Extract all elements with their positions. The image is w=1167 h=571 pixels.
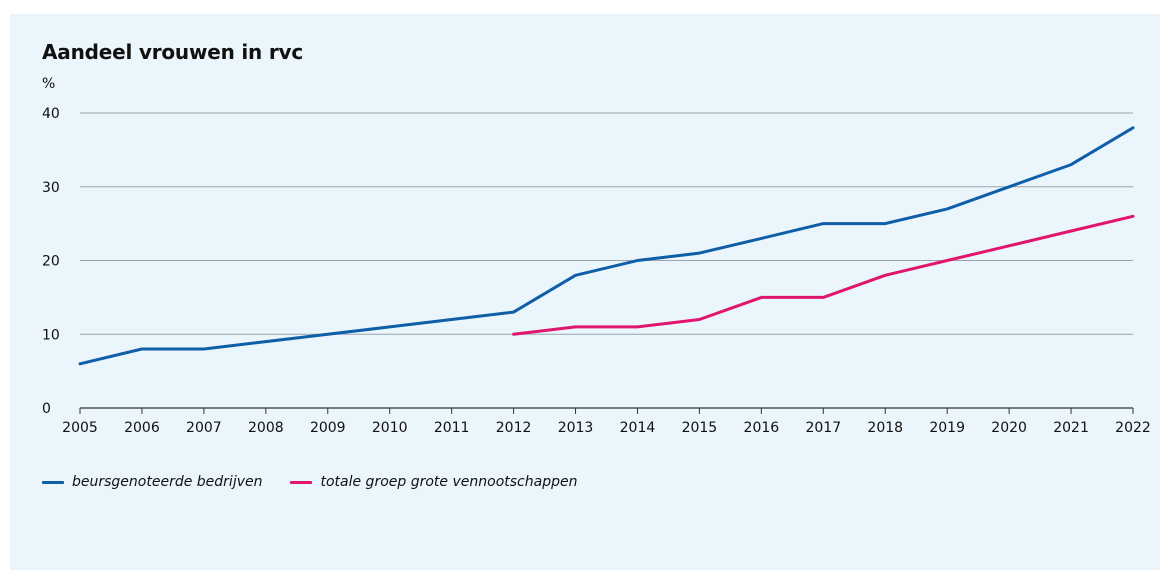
y-tick-label: 10: [42, 327, 60, 343]
x-tick-label: 2019: [929, 420, 965, 436]
x-tick-label: 2017: [805, 420, 841, 436]
legend-label: beursgenoteerde bedrijven: [72, 474, 263, 490]
y-tick-label: 30: [42, 180, 60, 196]
x-tick-label: 2016: [744, 420, 780, 436]
x-tick-label: 2010: [372, 420, 408, 436]
chart-title: Aandeel vrouwen in rvc: [42, 40, 304, 64]
legend-swatch: [290, 480, 313, 484]
y-tick-label: 0: [42, 401, 51, 417]
series-line-2: [512, 214, 1135, 336]
x-tick-label: 2009: [310, 420, 346, 436]
legend-item-2: totale groep grote vennootschappen: [290, 474, 577, 490]
x-tick-label: 2014: [620, 420, 656, 436]
x-tick-label: 2007: [186, 420, 222, 436]
x-tick-label: 2021: [1053, 420, 1089, 436]
legend-swatch: [42, 480, 64, 484]
x-tick-label: 2008: [248, 420, 284, 436]
x-tick-label: 2011: [434, 420, 470, 436]
x-tick-label: 2005: [62, 420, 98, 436]
x-tick-label: 2020: [991, 420, 1027, 436]
x-tick-label: 2013: [558, 420, 594, 436]
x-tick-label: 2012: [496, 420, 532, 436]
y-tick-label: 20: [42, 254, 60, 270]
chart-panel: [10, 14, 1160, 570]
y-axis-unit-label: %: [42, 76, 56, 92]
legend-item-1: beursgenoteerde bedrijven: [42, 474, 262, 490]
x-tick-label: 2022: [1115, 420, 1151, 436]
series-line-1: [78, 126, 1135, 366]
chart-legend: beursgenoteerde bedrijven totale groep gr…: [42, 474, 577, 490]
x-tick-label: 2006: [124, 420, 160, 436]
legend-label: totale groep grote vennootschappen: [320, 474, 578, 490]
y-tick-label: 40: [42, 106, 60, 122]
x-tick-label: 2015: [682, 420, 718, 436]
x-tick-label: 2018: [867, 420, 903, 436]
